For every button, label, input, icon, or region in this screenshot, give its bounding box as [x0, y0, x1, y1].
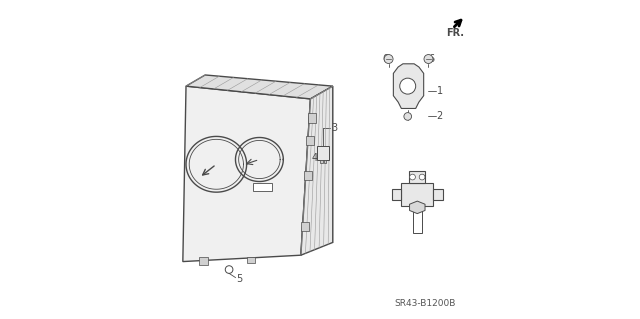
Bar	[410, 171, 425, 183]
Bar	[308, 113, 316, 123]
Text: FR.: FR.	[446, 28, 464, 39]
Text: 4: 4	[311, 153, 317, 163]
Bar	[246, 257, 255, 263]
Text: 3: 3	[332, 122, 337, 133]
Bar	[392, 189, 401, 200]
Circle shape	[404, 113, 412, 120]
Bar	[433, 189, 443, 200]
Polygon shape	[186, 75, 333, 99]
Bar	[199, 257, 209, 265]
Text: 5: 5	[237, 274, 243, 284]
Bar	[413, 206, 422, 233]
Polygon shape	[394, 64, 424, 108]
Polygon shape	[301, 86, 333, 255]
Bar	[304, 171, 312, 180]
Circle shape	[384, 55, 393, 63]
Circle shape	[400, 78, 416, 94]
Polygon shape	[410, 201, 425, 214]
Text: SR43-B1200B: SR43-B1200B	[395, 299, 456, 308]
Circle shape	[410, 174, 415, 180]
Circle shape	[424, 55, 433, 63]
Text: 6: 6	[429, 54, 435, 64]
Text: 6: 6	[382, 54, 388, 64]
Circle shape	[419, 174, 425, 180]
Bar	[317, 146, 329, 160]
Bar	[253, 183, 272, 191]
Bar	[320, 160, 323, 163]
Bar	[307, 136, 314, 145]
Bar	[401, 183, 433, 206]
Text: 1: 1	[436, 86, 443, 96]
Bar	[324, 160, 326, 163]
Bar	[301, 222, 309, 231]
Text: 2: 2	[436, 111, 443, 122]
Polygon shape	[183, 86, 310, 262]
Circle shape	[225, 266, 233, 273]
